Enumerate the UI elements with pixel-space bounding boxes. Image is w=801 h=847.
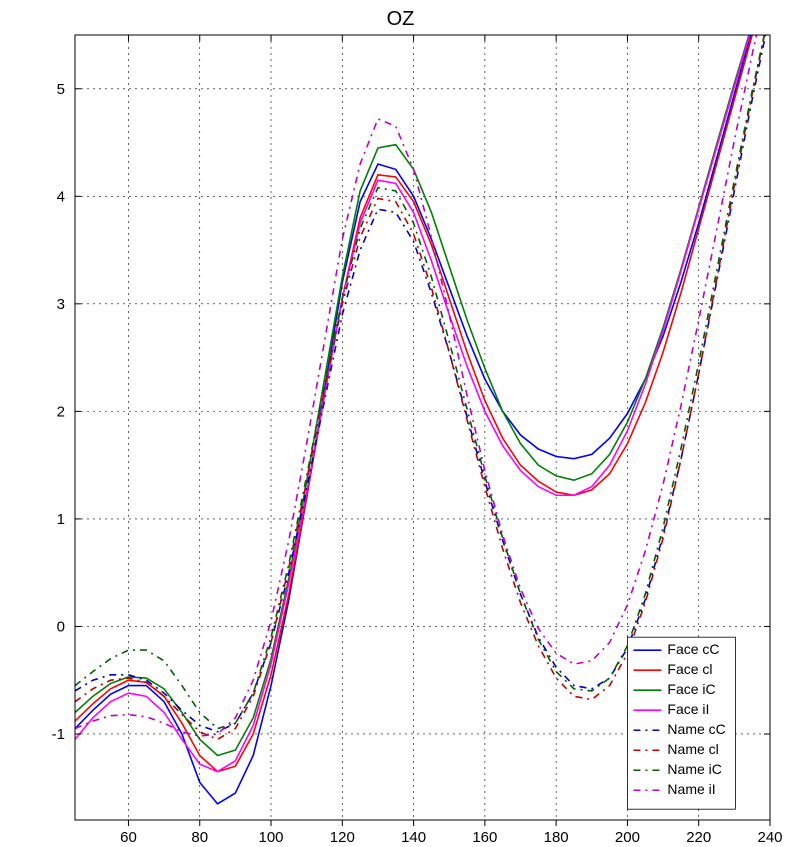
legend-label-face-cC: Face cC <box>667 641 719 657</box>
xtick-label: 80 <box>191 829 208 846</box>
ytick-label: -1 <box>52 726 65 743</box>
xtick-label: 220 <box>686 829 711 846</box>
legend-label-name-cl: Name cl <box>667 741 718 757</box>
ytick-label: 3 <box>57 296 65 313</box>
legend-label-face-iI: Face iI <box>667 701 709 717</box>
xtick-label: 120 <box>330 829 355 846</box>
ytick-label: 0 <box>57 618 65 635</box>
ytick-label: 2 <box>57 403 65 420</box>
xtick-label: 100 <box>259 829 284 846</box>
ytick-label: 4 <box>57 188 65 205</box>
xtick-label: 240 <box>757 829 782 846</box>
xtick-label: 200 <box>615 829 640 846</box>
legend-label-face-cl: Face cl <box>667 661 712 677</box>
ytick-label: 5 <box>57 81 65 98</box>
xtick-label: 60 <box>120 829 137 846</box>
line-chart: 60 80 100 120 140 160 180 200 220 240 -1 0 1 2 3 4 5 Face… <box>0 0 801 847</box>
xtick-label: 140 <box>401 829 426 846</box>
xtick-label: 160 <box>472 829 497 846</box>
legend-label-name-iC: Name iC <box>667 761 721 777</box>
chart-title: OZ <box>0 8 801 31</box>
legend-label-name-cC: Name cC <box>667 721 725 737</box>
chart-container: OZ 60 80 100 120 140 160 180 200 220 240 -1 0 1 2 3 4 5 F… <box>0 0 801 847</box>
legend-label-face-iC: Face iC <box>667 681 715 697</box>
ytick-label: 1 <box>57 511 65 528</box>
xtick-label: 180 <box>544 829 569 846</box>
legend-label-name-iI: Name iI <box>667 781 715 797</box>
